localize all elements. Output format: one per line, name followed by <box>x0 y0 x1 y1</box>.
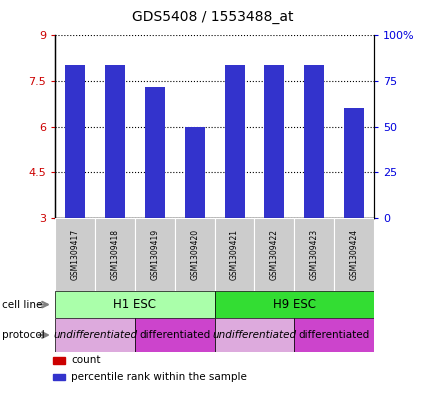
Text: GSM1309417: GSM1309417 <box>71 229 79 280</box>
Text: H1 ESC: H1 ESC <box>113 298 156 311</box>
Bar <box>304 81 324 218</box>
Bar <box>294 218 334 291</box>
Text: GSM1309424: GSM1309424 <box>350 229 359 280</box>
Text: percentile rank within the sample: percentile rank within the sample <box>71 372 247 382</box>
Text: GSM1309418: GSM1309418 <box>110 229 119 280</box>
Bar <box>255 218 294 291</box>
Text: differentiated: differentiated <box>139 330 210 340</box>
Text: undifferentiated: undifferentiated <box>212 330 297 340</box>
Bar <box>264 99 284 218</box>
Text: H9 ESC: H9 ESC <box>273 298 316 311</box>
Text: GDS5408 / 1553488_at: GDS5408 / 1553488_at <box>132 10 293 24</box>
Text: undifferentiated: undifferentiated <box>53 330 137 340</box>
Bar <box>224 64 244 218</box>
Bar <box>105 64 125 218</box>
Text: GSM1309423: GSM1309423 <box>310 229 319 280</box>
Bar <box>185 127 205 218</box>
Text: differentiated: differentiated <box>298 330 370 340</box>
Bar <box>215 218 255 291</box>
Text: protocol: protocol <box>2 330 45 340</box>
Bar <box>264 64 284 218</box>
Bar <box>55 291 215 318</box>
Bar <box>334 218 374 291</box>
Bar <box>344 212 364 218</box>
Bar <box>135 218 175 291</box>
Bar <box>53 357 65 364</box>
Bar <box>55 218 95 291</box>
Bar <box>294 318 374 352</box>
Bar <box>65 139 85 218</box>
Bar <box>185 212 205 218</box>
Bar <box>95 218 135 291</box>
Text: GSM1309420: GSM1309420 <box>190 229 199 280</box>
Bar <box>53 374 65 380</box>
Bar <box>65 64 85 218</box>
Bar <box>175 218 215 291</box>
Text: GSM1309422: GSM1309422 <box>270 229 279 280</box>
Bar <box>304 64 324 218</box>
Bar <box>55 318 135 352</box>
Bar <box>105 139 125 218</box>
Bar <box>135 318 215 352</box>
Bar <box>145 86 165 218</box>
Bar <box>344 108 364 218</box>
Bar <box>145 178 165 218</box>
Text: cell line: cell line <box>2 299 42 310</box>
Bar <box>215 291 374 318</box>
Bar <box>224 139 244 218</box>
Text: GSM1309421: GSM1309421 <box>230 229 239 280</box>
Bar <box>215 318 294 352</box>
Text: GSM1309419: GSM1309419 <box>150 229 159 280</box>
Text: count: count <box>71 355 101 365</box>
